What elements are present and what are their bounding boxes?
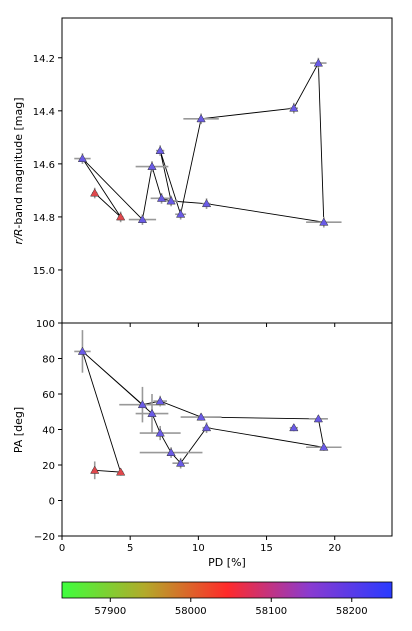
pa-y-tick-label: 80 xyxy=(42,355,55,366)
pa-panel-frame xyxy=(61,322,393,537)
magnitude-point xyxy=(155,145,165,155)
pd-x-tick-label: 10 xyxy=(192,543,205,554)
magnitude-panel: 14.2 14.4 14.6 14.8 15.0 r/R-band magnitude … xyxy=(12,17,393,327)
pa-point xyxy=(155,428,165,437)
magnitude-connecting-line xyxy=(82,61,325,223)
magnitude-y-tick-label: 15.0 xyxy=(33,266,55,277)
pa-y-tick-label: 0 xyxy=(49,497,55,508)
pd-x-tick-label: 20 xyxy=(328,543,341,554)
pa-point xyxy=(196,412,206,421)
pa-point xyxy=(313,414,323,423)
pd-x-tick-label: 0 xyxy=(59,543,65,554)
magnitude-point xyxy=(201,198,212,208)
pa-point xyxy=(77,346,88,355)
pa-point xyxy=(116,467,126,476)
pa-y-tick-label: 20 xyxy=(42,461,55,472)
magnitude-point xyxy=(156,193,167,202)
pa-panel: −20 0 20 40 60 80 100 0 5 10 15 20 PA [deg] PD [%] xyxy=(12,319,393,569)
colorbar-tick-label: 58000 xyxy=(175,606,207,617)
magnitude-point xyxy=(289,103,299,112)
magnitude-y-tick-label: 14.6 xyxy=(33,160,55,171)
magnitude-y-tick-label: 14.8 xyxy=(33,213,55,224)
magnitude-point xyxy=(166,196,176,205)
magnitude-point xyxy=(90,188,100,197)
pa-point xyxy=(289,423,299,432)
pa-point xyxy=(147,408,157,417)
pa-point xyxy=(90,465,100,474)
magnitude-panel-frame xyxy=(61,17,393,324)
pa-point xyxy=(176,458,186,467)
colorbar-gradient xyxy=(61,581,393,599)
pa-point xyxy=(201,423,212,432)
magnitude-y-tick-label: 14.2 xyxy=(33,54,55,65)
magnitude-point xyxy=(319,217,329,226)
magnitude-point xyxy=(196,114,206,123)
pa-point xyxy=(155,396,165,405)
magnitude-axis-label: r/R-band magnitude [mag] xyxy=(12,97,25,244)
pa-y-tick-label: 100 xyxy=(36,319,55,330)
colorbar: 57900 58000 58100 58200 xyxy=(61,581,393,617)
colorbar-tick-label: 58200 xyxy=(336,606,368,617)
pd-axis-label: PD [%] xyxy=(208,556,246,569)
magnitude-y-tick-label: 14.4 xyxy=(33,107,55,118)
magnitude-point xyxy=(313,58,323,67)
pa-point xyxy=(319,442,329,451)
pd-x-tick-label: 5 xyxy=(127,543,133,554)
pd-x-tick-label: 15 xyxy=(260,543,273,554)
magnitude-point xyxy=(116,212,126,221)
pa-point xyxy=(166,447,176,456)
colorbar-tick-label: 58100 xyxy=(255,606,287,617)
pa-point xyxy=(137,399,148,409)
pa-y-tick-label: −20 xyxy=(34,532,55,543)
magnitude-point xyxy=(77,153,88,162)
magnitude-point xyxy=(137,214,148,223)
magnitude-point xyxy=(147,161,157,170)
pa-y-tick-label: 40 xyxy=(42,426,55,437)
pa-connecting-line xyxy=(81,349,325,473)
magnitude-point xyxy=(176,209,186,218)
pa-y-tick-label: 60 xyxy=(42,390,55,401)
pa-axis-label: PA [deg] xyxy=(12,407,25,453)
colorbar-tick-label: 57900 xyxy=(94,606,126,617)
